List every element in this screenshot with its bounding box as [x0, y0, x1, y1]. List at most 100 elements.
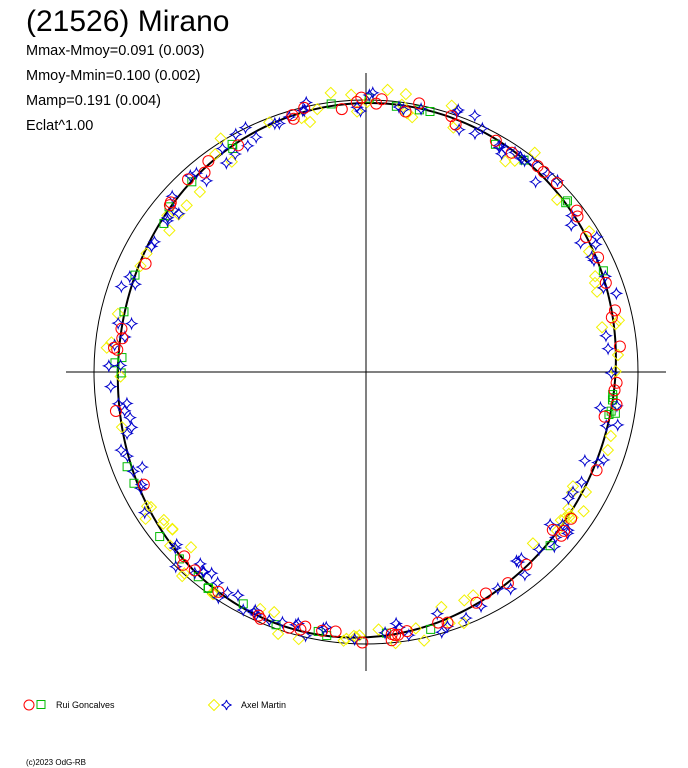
diamond-marker: [140, 247, 153, 260]
diamond-marker: [582, 245, 596, 258]
star-marker: [590, 455, 605, 470]
square-marker: [414, 105, 424, 115]
circle-marker: [590, 464, 603, 477]
star-marker: [133, 481, 148, 496]
star-marker: [215, 141, 230, 156]
circle-marker: [546, 523, 559, 536]
circle-marker: [501, 577, 514, 590]
diamond-marker: [337, 634, 350, 647]
circle-marker: [111, 343, 124, 356]
diamond-marker: [399, 87, 413, 101]
star-marker: [362, 88, 377, 102]
star-marker: [604, 366, 619, 380]
circle-marker: [441, 616, 454, 629]
circle-marker: [182, 173, 195, 186]
star-marker: [452, 122, 467, 137]
diamond-marker: [157, 517, 170, 530]
circle-marker: [449, 118, 462, 131]
legend-diamond-marker: [207, 698, 221, 712]
star-marker: [396, 102, 411, 117]
diamond-marker: [609, 317, 622, 331]
circle-marker: [355, 91, 368, 104]
star-marker: [561, 491, 576, 506]
circle-marker: [570, 204, 583, 217]
diamond-marker: [595, 321, 609, 334]
diamond-marker: [528, 146, 541, 159]
circle-marker: [551, 177, 564, 190]
star-marker: [560, 526, 575, 541]
star-marker: [165, 189, 180, 204]
circle-marker: [335, 103, 348, 116]
circle-marker: [613, 340, 626, 353]
square-marker: [608, 390, 618, 400]
diamond-marker: [350, 105, 364, 118]
legend-entry-rui-goncalves: Rui Goncalves: [22, 698, 115, 712]
star-marker: [171, 206, 186, 221]
star-marker: [183, 168, 198, 183]
diamond-marker: [381, 83, 394, 97]
star-marker: [492, 138, 506, 153]
star-marker: [236, 603, 251, 617]
circle-marker: [537, 165, 550, 178]
star-marker: [561, 523, 575, 538]
diamond-marker: [526, 537, 540, 550]
star-marker: [378, 625, 393, 640]
stat-eclat: Eclat^1.00: [26, 118, 94, 134]
circle-marker: [109, 404, 122, 417]
circle-marker: [608, 304, 621, 317]
star-marker: [459, 611, 473, 626]
star-marker: [249, 130, 264, 145]
star-marker: [147, 234, 162, 249]
star-marker: [299, 95, 314, 110]
square-marker: [122, 462, 132, 472]
star-marker: [231, 588, 245, 603]
diamond-marker: [372, 623, 385, 636]
circle-marker: [579, 231, 592, 244]
star-marker: [113, 358, 128, 373]
circle-marker: [139, 257, 152, 270]
star-marker: [168, 541, 183, 555]
diamond-marker: [588, 270, 602, 283]
diamond-marker: [263, 116, 276, 129]
square-marker: [238, 599, 248, 609]
diamond-marker: [389, 636, 402, 650]
star-marker: [248, 603, 263, 618]
square-marker: [562, 196, 572, 206]
diamond-marker: [458, 594, 471, 607]
circle-marker: [115, 322, 128, 335]
star-marker: [609, 398, 624, 413]
star-marker: [599, 418, 614, 433]
circle-marker: [565, 512, 578, 525]
legend-entry-axel-martin: Axel Martin: [207, 698, 286, 712]
diamond-marker: [550, 193, 564, 206]
star-marker: [135, 460, 150, 475]
square-marker: [119, 307, 129, 317]
star-marker: [599, 328, 613, 343]
circle-marker: [592, 251, 605, 264]
star-marker: [550, 173, 565, 188]
star-marker: [434, 625, 449, 640]
star-marker: [120, 426, 135, 441]
star-marker: [587, 253, 601, 268]
star-marker: [124, 316, 139, 331]
diamond-marker: [566, 511, 579, 524]
star-marker: [111, 316, 126, 331]
star-marker: [532, 542, 546, 557]
star-marker: [101, 358, 116, 373]
star-marker: [119, 396, 134, 411]
star-marker: [160, 210, 175, 225]
legend-circle-marker: [23, 699, 35, 711]
star-marker: [122, 269, 137, 284]
diamond-marker: [550, 524, 564, 538]
circle-marker: [399, 105, 412, 118]
star-marker: [589, 229, 604, 244]
diamond-marker: [466, 589, 480, 602]
star-marker: [601, 341, 616, 356]
diamond-marker: [166, 522, 179, 536]
diamond-marker: [353, 629, 366, 642]
star-marker: [467, 108, 482, 123]
diamond-marker: [271, 627, 285, 641]
diamond-marker: [193, 185, 207, 199]
circle-marker: [212, 585, 225, 598]
